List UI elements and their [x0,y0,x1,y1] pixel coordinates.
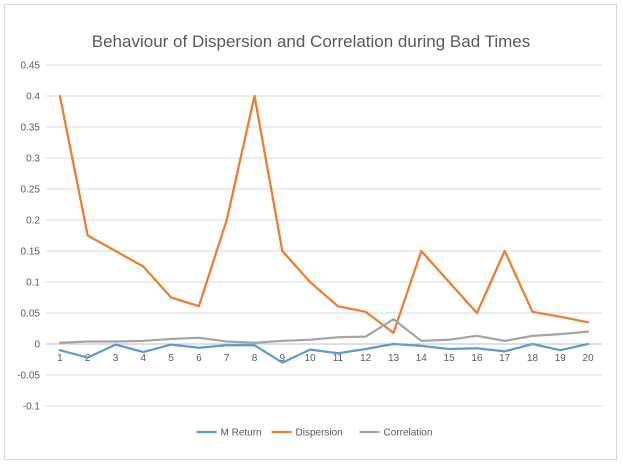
x-tick-label: 9 [280,353,286,364]
x-tick-label: 4 [141,353,147,364]
y-tick-label: -0.05 [17,371,40,382]
x-tick-label: 5 [168,353,174,364]
series-line-dispersion [58,94,590,334]
y-tick-label: 0.2 [26,216,40,227]
y-tick-label: 0.25 [21,185,41,196]
y-tick-label: 0.15 [21,247,41,258]
y-tick-label: 0.4 [26,92,40,103]
x-tick-label: 12 [360,353,372,364]
x-tick-label: 18 [527,353,539,364]
y-tick-label: 0.1 [26,278,40,289]
x-tick-label: 6 [196,353,202,364]
y-tick-label: 0.3 [26,154,40,165]
x-tick-label: 1 [57,353,63,364]
legend-label-dispersion: Dispersion [296,428,343,439]
x-tick-label: 7 [224,353,230,364]
x-tick-label: 20 [583,353,595,364]
x-tick-label: 11 [333,353,344,364]
y-tick-label: 0.45 [21,61,41,72]
series-lines [58,94,590,364]
x-tick-label: 14 [416,353,428,364]
y-axis-tick-labels: -0.1 -0.05 0 0.05 0.1 0.15 0.2 0.25 0.3 0.35 0.4 0.… [17,61,40,413]
chart-title: Behaviour of Dispersion and Correlation … [92,32,530,51]
legend-label-m-return: M Return [221,428,262,439]
x-tick-label: 3 [113,353,119,364]
legend: M Return Dispersion Correlation [196,428,433,439]
x-tick-label: 19 [555,353,567,364]
series-line-correlation [58,318,590,344]
chart-frame [4,4,617,460]
x-tick-label: 13 [388,353,400,364]
x-tick-label: 10 [305,353,317,364]
y-tick-label: -0.1 [23,402,41,413]
x-tick-label: 8 [252,353,258,364]
x-tick-label: 16 [471,353,483,364]
series-line-m-return [58,342,590,364]
x-tick-label: 15 [444,353,456,364]
legend-label-correlation: Correlation [384,428,433,439]
x-axis-tick-labels: 1 2 3 4 5 6 7 8 9 10 11 12 13 14 15 16 17 18 19 20 [57,353,594,364]
y-tick-label: 0.35 [21,123,41,134]
y-tick-label: 0 [34,340,40,351]
gridlines [46,64,602,407]
x-tick-label: 17 [499,353,511,364]
y-tick-label: 0.05 [21,309,41,320]
